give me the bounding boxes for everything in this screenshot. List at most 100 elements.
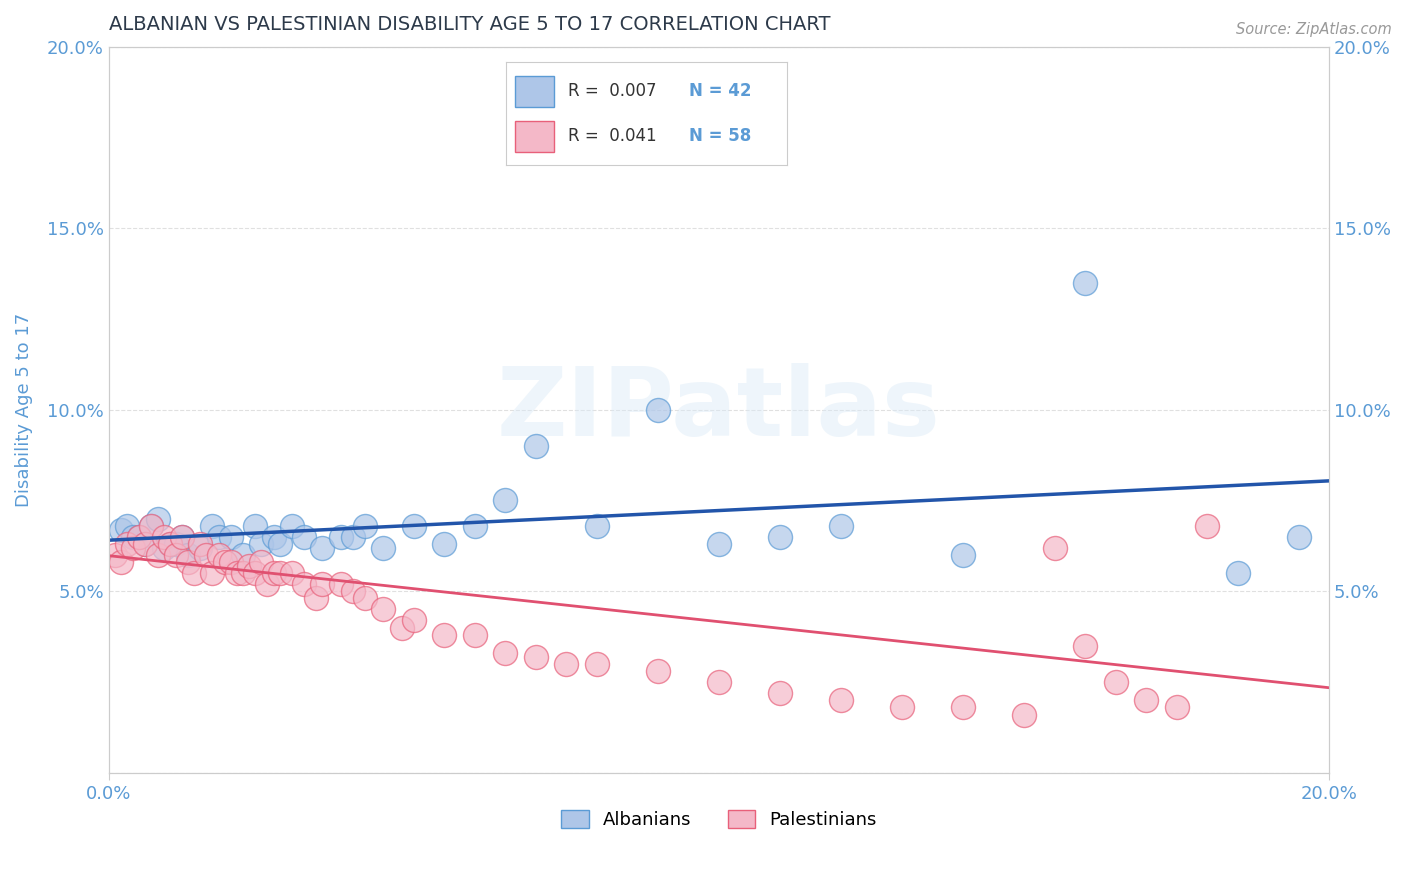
Point: [141, 519, 163, 533]
Point: [1043, 541, 1066, 555]
Point: [177, 548, 200, 562]
Point: [232, 566, 254, 580]
Point: [555, 657, 578, 671]
Point: [433, 537, 456, 551]
Point: [188, 541, 211, 555]
Point: [141, 519, 163, 533]
Point: [464, 519, 486, 533]
Point: [238, 558, 260, 573]
Point: [201, 519, 224, 533]
Point: [354, 591, 377, 606]
Point: [110, 555, 132, 569]
Point: [891, 700, 914, 714]
Point: [402, 613, 425, 627]
Point: [269, 566, 291, 580]
Text: N = 58: N = 58: [689, 128, 751, 145]
Legend: Albanians, Palestinians: Albanians, Palestinians: [554, 803, 884, 837]
Point: [104, 548, 127, 562]
Point: [219, 555, 242, 569]
Point: [311, 577, 333, 591]
Point: [1197, 519, 1219, 533]
Point: [952, 700, 974, 714]
Point: [152, 541, 174, 555]
Point: [769, 530, 792, 544]
Point: [250, 555, 273, 569]
Text: Source: ZipAtlas.com: Source: ZipAtlas.com: [1236, 22, 1392, 37]
Point: [354, 519, 377, 533]
Point: [1012, 707, 1035, 722]
Point: [134, 537, 156, 551]
Point: [263, 566, 285, 580]
Point: [170, 530, 193, 544]
Point: [245, 566, 267, 580]
Point: [159, 537, 181, 551]
Point: [494, 493, 516, 508]
Point: [830, 519, 852, 533]
Point: [952, 548, 974, 562]
Point: [250, 537, 273, 551]
Point: [115, 519, 138, 533]
Point: [256, 577, 278, 591]
Text: ALBANIAN VS PALESTINIAN DISABILITY AGE 5 TO 17 CORRELATION CHART: ALBANIAN VS PALESTINIAN DISABILITY AGE 5…: [108, 15, 831, 34]
Point: [165, 537, 187, 551]
Point: [524, 439, 547, 453]
Point: [311, 541, 333, 555]
Point: [195, 548, 218, 562]
Point: [110, 523, 132, 537]
Point: [292, 577, 315, 591]
Point: [329, 577, 352, 591]
Point: [292, 530, 315, 544]
Point: [269, 537, 291, 551]
Point: [146, 511, 169, 525]
Point: [647, 402, 669, 417]
Point: [342, 584, 364, 599]
Point: [1074, 639, 1097, 653]
Point: [678, 130, 700, 145]
Point: [464, 628, 486, 642]
Point: [177, 555, 200, 569]
Point: [281, 566, 304, 580]
Bar: [515, 121, 554, 152]
Bar: [515, 76, 554, 106]
Point: [830, 693, 852, 707]
Text: R =  0.041: R = 0.041: [568, 128, 657, 145]
Point: [433, 628, 456, 642]
Point: [122, 541, 145, 555]
Point: [402, 519, 425, 533]
Point: [391, 621, 413, 635]
Point: [494, 646, 516, 660]
Point: [214, 555, 236, 569]
Point: [188, 537, 211, 551]
Point: [146, 548, 169, 562]
Point: [165, 548, 187, 562]
Point: [707, 675, 730, 690]
Point: [207, 530, 229, 544]
Point: [134, 537, 156, 551]
Point: [524, 649, 547, 664]
Point: [201, 566, 224, 580]
Point: [232, 548, 254, 562]
Text: R =  0.007: R = 0.007: [568, 82, 657, 100]
Point: [128, 530, 150, 544]
Point: [707, 537, 730, 551]
Point: [225, 566, 247, 580]
Point: [115, 537, 138, 551]
Point: [329, 530, 352, 544]
Point: [586, 657, 609, 671]
Point: [152, 530, 174, 544]
Point: [373, 602, 395, 616]
Point: [305, 591, 328, 606]
Point: [128, 530, 150, 544]
Point: [263, 530, 285, 544]
Point: [170, 530, 193, 544]
Point: [1135, 693, 1157, 707]
Point: [586, 519, 609, 533]
Text: N = 42: N = 42: [689, 82, 751, 100]
Point: [245, 519, 267, 533]
Point: [1226, 566, 1249, 580]
Point: [342, 530, 364, 544]
Point: [1166, 700, 1188, 714]
Point: [281, 519, 304, 533]
Y-axis label: Disability Age 5 to 17: Disability Age 5 to 17: [15, 312, 32, 507]
Point: [647, 664, 669, 678]
